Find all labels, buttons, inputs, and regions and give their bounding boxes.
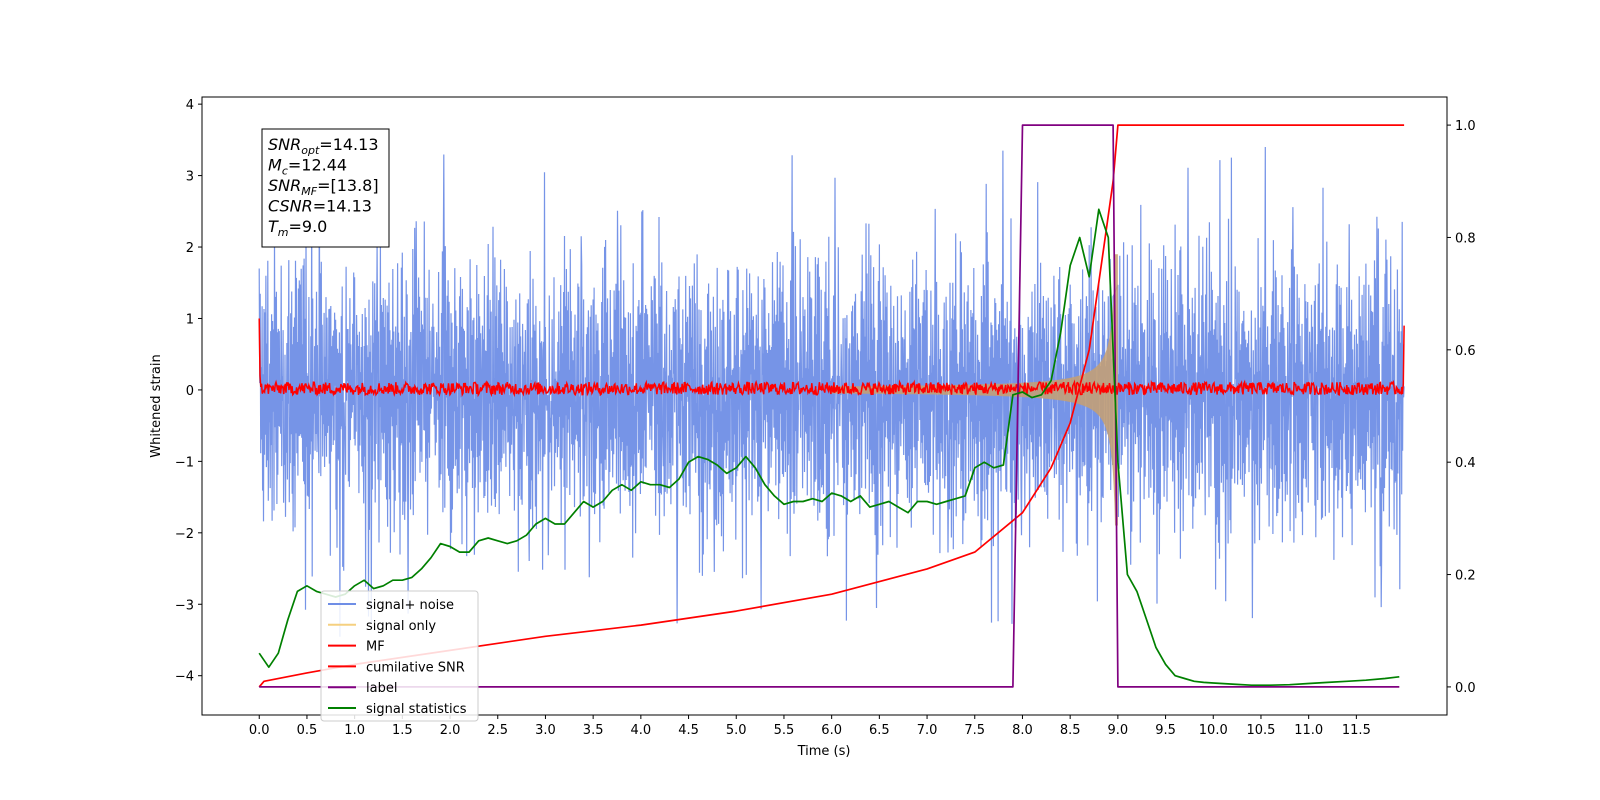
- legend-label: signal statistics: [366, 702, 467, 717]
- x-tick-label: 4.0: [631, 723, 652, 738]
- plot-frame: [201, 96, 1448, 716]
- y-tick-label: 4: [186, 98, 194, 113]
- legend-label: signal only: [366, 619, 436, 634]
- x-tick-label: 9.5: [1155, 723, 1176, 738]
- info-line: CSNR=14.13: [268, 197, 372, 216]
- x-tick-label: 10.5: [1246, 723, 1275, 738]
- x-tick-label: 6.5: [869, 723, 890, 738]
- legend-frame: [320, 590, 479, 722]
- x-tick-label: 1.5: [392, 723, 413, 738]
- x-axis: 0.0 0.5 1.0 1.5 2.0 2.5 3.0 3.5 4.0 4.5 5.0 5.5 6.0 6…: [249, 715, 1371, 738]
- x-tick-label: 10.0: [1199, 723, 1228, 738]
- x-tick-label: 2.0: [440, 723, 461, 738]
- x-tick-label: 8.0: [1012, 723, 1033, 738]
- legend-label: label: [366, 681, 397, 696]
- info-line: Tm=9.0: [268, 217, 327, 239]
- info-line: Mc=12.44: [268, 156, 347, 178]
- x-tick-label: 11.0: [1294, 723, 1323, 738]
- y2-tick-label: 0.4: [1455, 456, 1476, 471]
- y-tick-label: 2: [186, 241, 194, 256]
- y-axis-right: 1.0 0.8 0.6 0.4 0.2 0.0: [1447, 119, 1476, 696]
- x-tick-label: 5.5: [774, 723, 795, 738]
- y2-tick-label: 1.0: [1455, 119, 1476, 134]
- x-axis-label: Time (s): [797, 744, 851, 759]
- x-tick-label: 7.5: [964, 723, 985, 738]
- y-tick-label: −1: [175, 455, 194, 470]
- info-value: =14.13: [319, 135, 378, 154]
- y2-tick-label: 0.8: [1455, 231, 1476, 246]
- y-axis-label: Whitened strain: [149, 354, 164, 457]
- x-tick-label: 5.0: [726, 723, 747, 738]
- y2-tick-label: 0.6: [1455, 344, 1476, 359]
- legend: signal+ noise signal only MF cumilative SNR…: [320, 590, 479, 722]
- y2-tick-label: 0.2: [1455, 569, 1476, 584]
- info-line: SNRMF=[13.8]: [268, 176, 379, 198]
- series-line-mf: [258, 318, 1405, 398]
- info-value: =[13.8]: [317, 176, 379, 195]
- x-tick-label: 0.0: [249, 723, 270, 738]
- x-tick-label: 3.0: [535, 723, 556, 738]
- y-tick-label: −2: [175, 527, 194, 542]
- info-symbol: T: [268, 217, 279, 236]
- x-tick-label: 1.0: [344, 723, 365, 738]
- legend-label: MF: [366, 640, 385, 655]
- x-tick-label: 6.0: [821, 723, 842, 738]
- info-value: =14.13: [313, 197, 372, 216]
- series-line-label: [259, 124, 1400, 688]
- info-line: SNRopt=14.13: [268, 135, 379, 157]
- x-tick-label: 2.5: [487, 723, 508, 738]
- y-axis-left: 4 3 2 1 0 −1 −2 −3 −4: [175, 98, 202, 685]
- y-tick-label: 0: [186, 384, 194, 399]
- x-tick-label: 9.0: [1108, 723, 1129, 738]
- x-tick-label: 7.0: [917, 723, 938, 738]
- x-tick-label: 11.5: [1342, 723, 1371, 738]
- x-tick-label: 8.5: [1060, 723, 1081, 738]
- y-tick-label: 3: [186, 170, 194, 185]
- info-value: =12.44: [288, 156, 347, 175]
- y2-tick-label: 0.0: [1455, 681, 1476, 696]
- info-subscript: c: [282, 165, 288, 178]
- x-tick-label: 3.5: [583, 723, 604, 738]
- legend-label: cumilative SNR: [366, 660, 465, 675]
- info-box-frame: [261, 128, 390, 248]
- info-value: =9.0: [289, 217, 328, 236]
- y-tick-label: 1: [186, 312, 194, 327]
- info-symbol: CSNR: [268, 197, 313, 216]
- info-symbol: M: [268, 156, 282, 175]
- x-tick-label: 4.5: [678, 723, 699, 738]
- info-subscript: opt: [301, 144, 320, 157]
- info-subscript: MF: [301, 185, 317, 198]
- y-tick-label: −4: [175, 670, 194, 685]
- y-tick-label: −3: [175, 598, 194, 613]
- legend-label: signal+ noise: [366, 598, 454, 613]
- info-box: SNRopt=14.13Mc=12.44SNRMF=[13.8]CSNR=14.…: [261, 128, 390, 248]
- x-tick-label: 0.5: [297, 723, 318, 738]
- info-symbol: SNR: [268, 176, 301, 195]
- series-line-signal-statistics: [258, 208, 1400, 687]
- info-symbol: SNR: [268, 135, 301, 154]
- info-subscript: m: [278, 226, 289, 239]
